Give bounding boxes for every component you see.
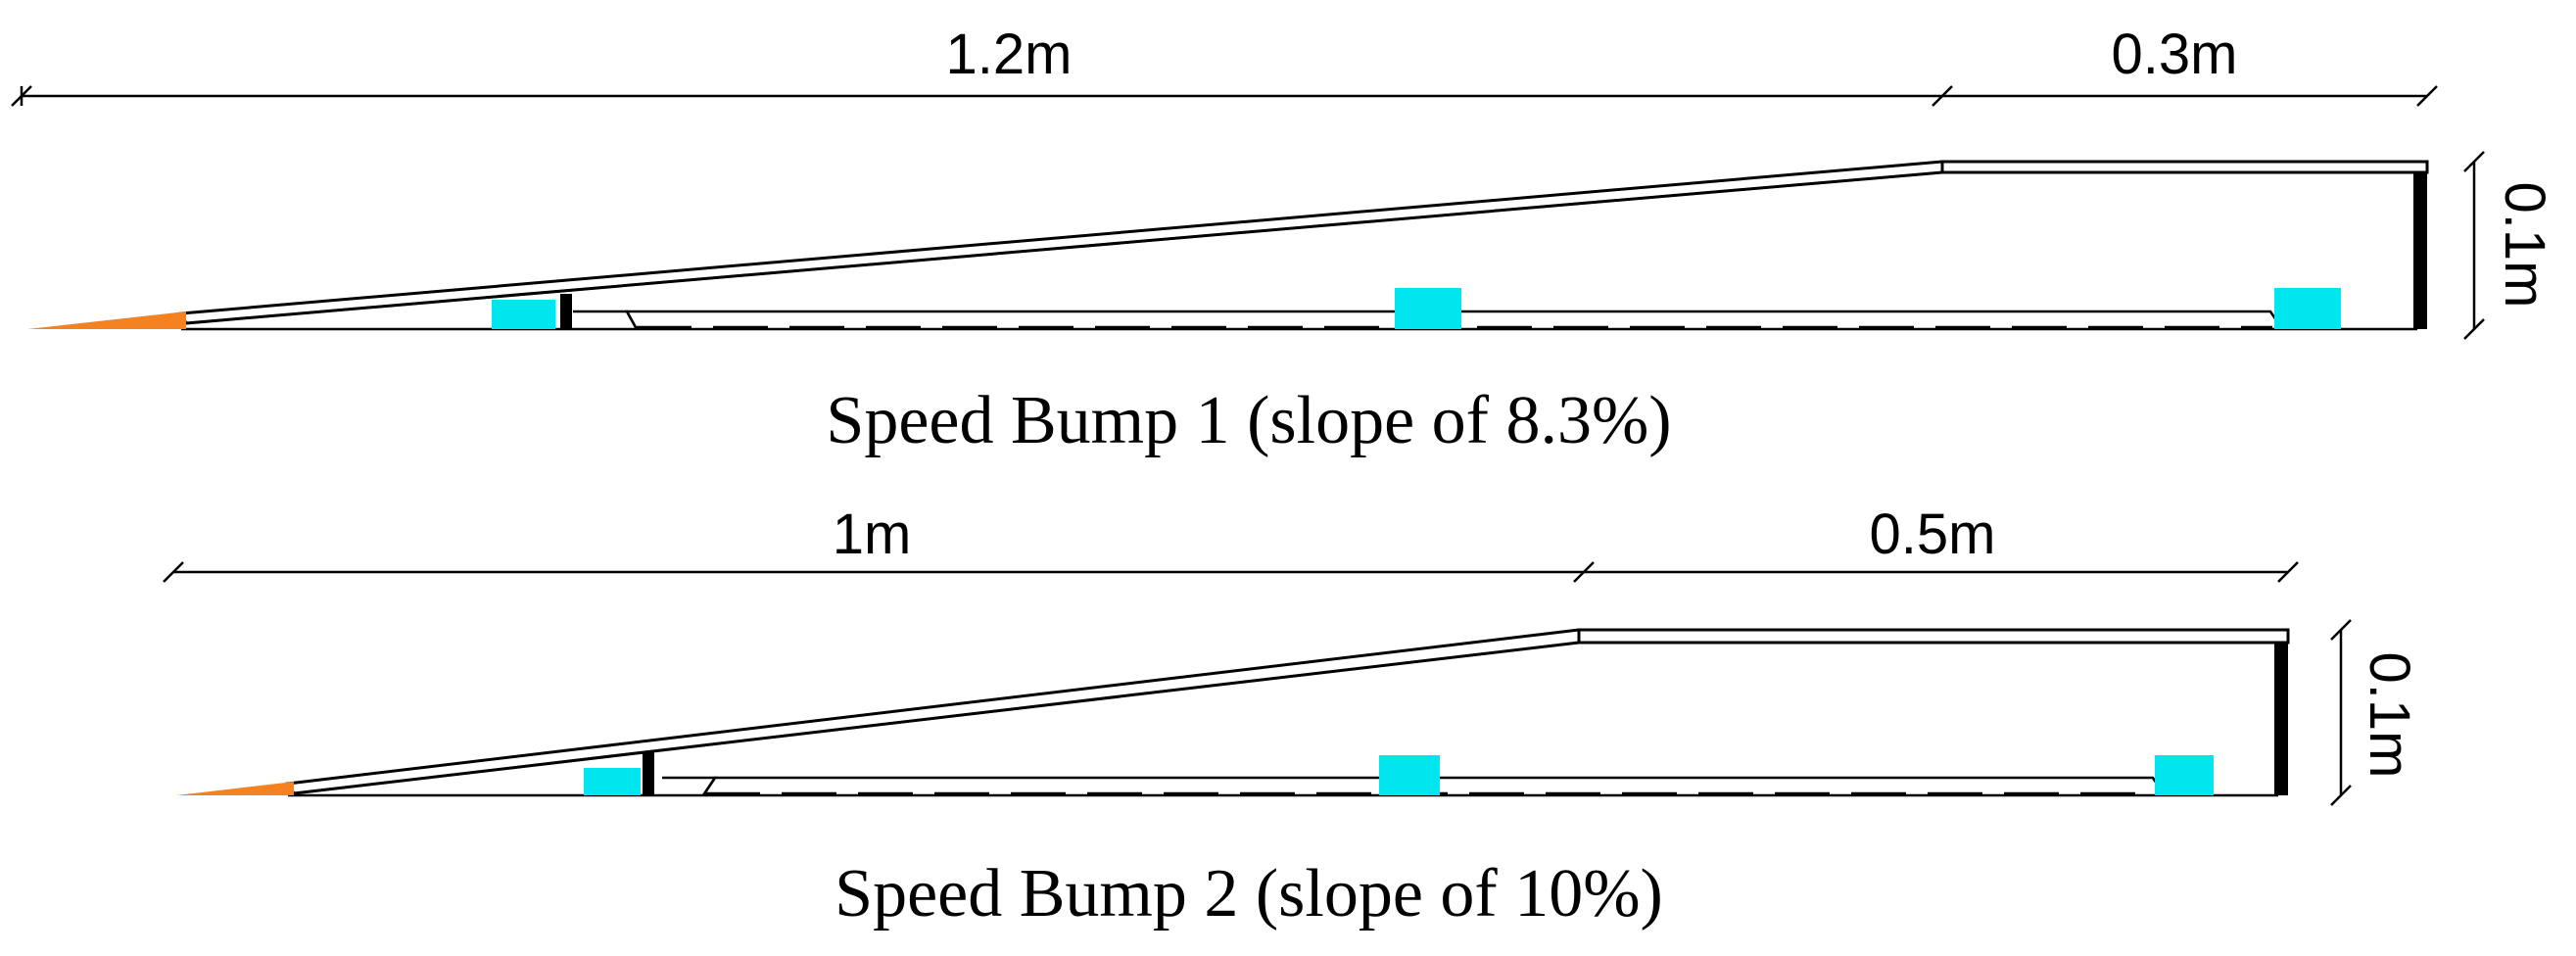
bump1-height-dimension <box>2463 151 2485 340</box>
bump1-caption: Speed Bump 1 (slope of 8.3%) <box>826 383 1671 458</box>
bump2-block-1 <box>584 768 641 795</box>
bump1-block-1 <box>492 300 555 329</box>
bump1-ramp-body <box>178 160 2429 325</box>
bump2-top-surface <box>1577 628 2290 645</box>
bump2-length-dimension <box>163 561 2299 583</box>
bump2-height-dimension <box>2330 619 2352 806</box>
speed-bump-2: 1m 0.5m 0.1m Speed Bump 2 (slope of 10%) <box>163 502 2421 932</box>
bump2-post-2 <box>2274 643 2288 795</box>
bump1-block-3 <box>2274 288 2341 329</box>
speed-bump-1: 1.2m 0.3m 0.1m Speed Bump 1 (slope of 8.… <box>11 23 2556 458</box>
bump2-block-2 <box>1379 755 1440 795</box>
bump2-top-label: 0.5m <box>1870 502 1996 566</box>
bump1-height-label: 0.1m <box>2493 182 2556 309</box>
bump1-block-2 <box>1395 288 1461 329</box>
bump2-block-3 <box>2155 755 2214 795</box>
bump1-post-1 <box>560 294 572 329</box>
bump1-top-surface <box>1940 160 2429 174</box>
bump1-post-2 <box>2413 172 2427 329</box>
bump2-height-label: 0.1m <box>2358 652 2421 779</box>
bump2-caption: Speed Bump 2 (slope of 10%) <box>835 856 1663 932</box>
bump1-length-dimension <box>11 85 2438 107</box>
bump1-top-label: 0.3m <box>2112 23 2238 86</box>
bump2-post-1 <box>643 752 654 795</box>
bump1-length-label: 1.2m <box>946 23 1073 86</box>
bump1-tip <box>27 311 186 329</box>
bump2-length-label: 1m <box>833 502 912 566</box>
bump2-tip <box>176 782 294 795</box>
